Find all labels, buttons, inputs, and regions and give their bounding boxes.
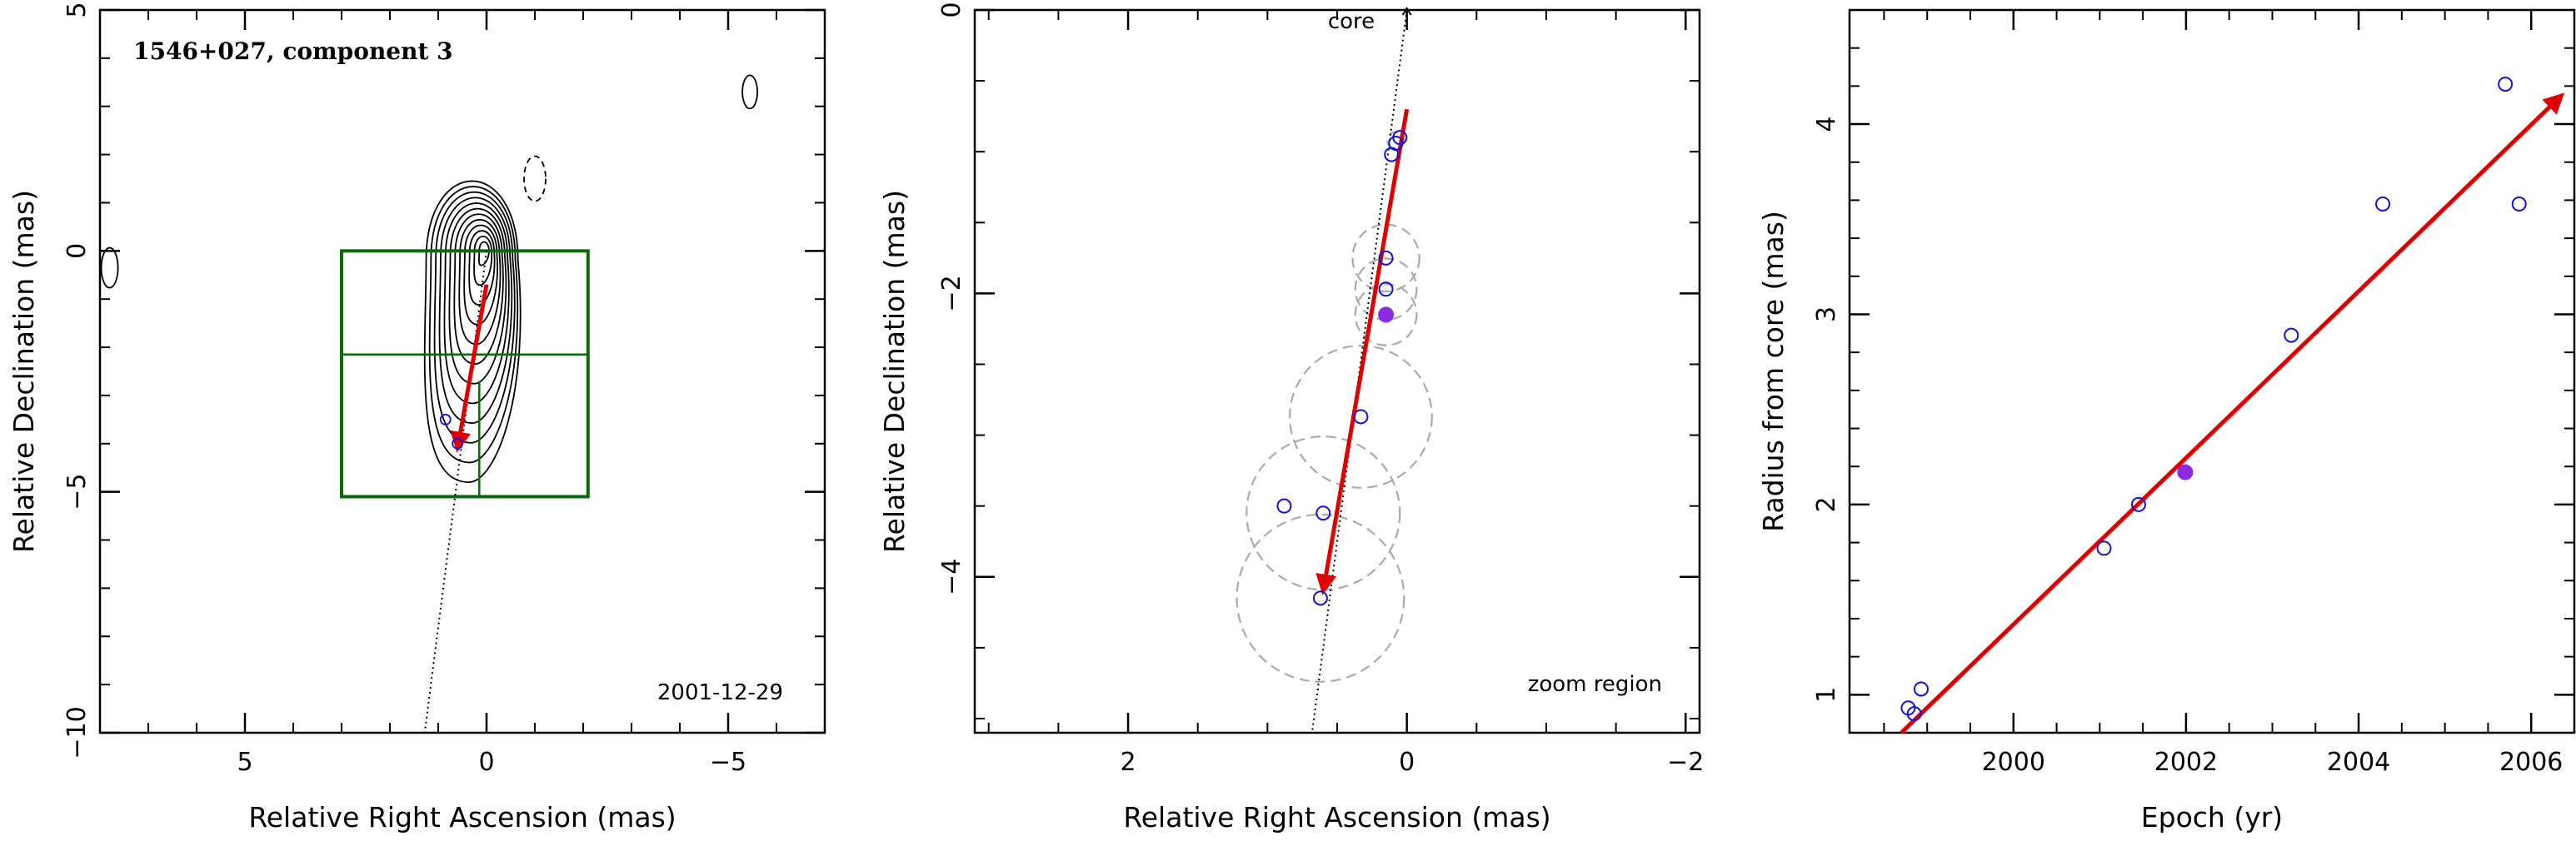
- uncertainty-circle: [1289, 345, 1433, 489]
- zoom-box: [340, 249, 590, 499]
- highlight-point: [1378, 306, 1395, 323]
- contour-map: [100, 74, 758, 483]
- panel3-y-tick-label: 3: [1812, 306, 1841, 322]
- fit-arrow: [1900, 92, 2565, 734]
- panel3-x-tick-label: 2002: [2154, 748, 2218, 777]
- panel2-y-tick-label: −2: [937, 275, 966, 311]
- data-point: [2511, 196, 2527, 212]
- core-marker: [1401, 7, 1412, 16]
- panel3-y-tick-label: 2: [1812, 496, 1841, 512]
- trajectory-line: [1310, 9, 1408, 734]
- panel3-x-tick-label: 2006: [2499, 748, 2563, 777]
- panel2-x-tick-label: 0: [1399, 748, 1415, 777]
- uncertainty-circle: [1351, 223, 1420, 293]
- contour-level: [458, 219, 502, 346]
- highlight-point: [2177, 464, 2194, 480]
- panel1-y-tick-label: −5: [62, 474, 92, 510]
- motion-arrow: [1315, 108, 1410, 595]
- panel2-frame: [973, 8, 1701, 734]
- panel-radius-epoch: 2000 2002 2004 2006 1 2 3 4 Epoch (yr) Radius f…: [1757, 8, 2576, 834]
- panel2-x-tick-label: −2: [1667, 748, 1704, 777]
- uncertainty-circle: [1246, 435, 1401, 591]
- data-point: [2096, 540, 2112, 556]
- panel1-date-label: 2001-12-29: [657, 680, 783, 705]
- contour-level: [473, 236, 493, 286]
- panel1-ticks: 5 0 −5 5 0 −5 −10: [62, 2, 826, 777]
- data-point: [1913, 681, 1929, 697]
- panel1-x-tick-label: 0: [478, 748, 494, 777]
- zoom-region-label: zoom region: [1528, 672, 1662, 697]
- component-point: [1276, 498, 1292, 514]
- contour-level: [468, 230, 496, 306]
- panel1-frame: [98, 8, 826, 734]
- contour-level: [438, 197, 513, 424]
- panel1-title: 1546+027, component 3: [133, 37, 453, 65]
- panel3-frame: [1848, 8, 2576, 734]
- component-point: [452, 437, 464, 450]
- panel2-ticks: 2 0 −2 0 −2 −4: [937, 2, 1704, 777]
- panel1-x-tick-label: 5: [237, 748, 252, 777]
- contour-level: [478, 241, 490, 266]
- panel3-x-tick-label: 2000: [1982, 748, 2045, 777]
- panel2-marks: [1236, 7, 1433, 734]
- component-point: [1384, 147, 1400, 162]
- motion-arrow: [450, 284, 489, 453]
- component-point: [1353, 409, 1369, 425]
- side-contour-right: [741, 74, 758, 110]
- data-point: [2284, 327, 2299, 343]
- component-point: [1312, 590, 1328, 606]
- contour-level: [428, 186, 519, 464]
- component-point: [439, 413, 452, 425]
- panel3-ticks: 2000 2002 2004 2006 1 2 3 4: [1812, 9, 2575, 777]
- contour-level: [433, 191, 516, 444]
- panel-contour-map: 5 0 −5 5 0 −5 −10 1546+027, component 3 2001-1…: [7, 2, 826, 834]
- panel1-y-tick-label: 5: [62, 2, 92, 17]
- data-point: [1906, 706, 1922, 722]
- panel1-x-tick-label: −5: [710, 748, 746, 777]
- contour-level: [453, 213, 504, 365]
- panel3-y-tick-label: 4: [1812, 117, 1841, 132]
- core-label: core: [1328, 9, 1375, 34]
- panel1-marks: [423, 251, 489, 734]
- component-point: [1378, 281, 1394, 297]
- panel3-marks: [1900, 77, 2565, 734]
- panel1-y-tick-label: −10: [62, 706, 92, 759]
- panel1-y-tick-label: 0: [62, 243, 92, 259]
- panel2-x-tick-label: 2: [1120, 748, 1136, 777]
- panel2-y-tick-label: 0: [937, 2, 966, 17]
- component-point: [1315, 505, 1331, 521]
- negative-contour: [523, 155, 547, 202]
- panel2-ylabel: Relative Declination (mas): [878, 190, 911, 553]
- contour-level: [463, 224, 498, 326]
- contour-level: [448, 207, 507, 385]
- panel3-ylabel: Radius from core (mas): [1757, 211, 1790, 532]
- panel2-xlabel: Relative Right Ascension (mas): [1123, 801, 1550, 834]
- contour-level: [423, 180, 522, 483]
- panel1-ylabel: Relative Declination (mas): [7, 190, 40, 553]
- panel1-xlabel: Relative Right Ascension (mas): [248, 801, 676, 834]
- panel-zoom-region: 2 0 −2 0 −2 −4 core zoom region Relative Righ…: [878, 2, 1704, 834]
- data-point: [2498, 77, 2514, 92]
- data-point: [2375, 196, 2391, 212]
- data-point: [2130, 496, 2146, 512]
- uncertainty-circle: [1354, 283, 1418, 346]
- panel2-y-tick-label: −4: [937, 559, 966, 595]
- zoom-box-outline: [340, 249, 590, 499]
- panel3-y-tick-label: 1: [1812, 687, 1841, 703]
- uncertainty-circle: [1236, 513, 1405, 683]
- component-point: [1378, 250, 1394, 266]
- panel3-x-tick-label: 2004: [2327, 748, 2390, 777]
- side-contour-left: [100, 246, 119, 289]
- panel3-xlabel: Epoch (yr): [2141, 801, 2283, 834]
